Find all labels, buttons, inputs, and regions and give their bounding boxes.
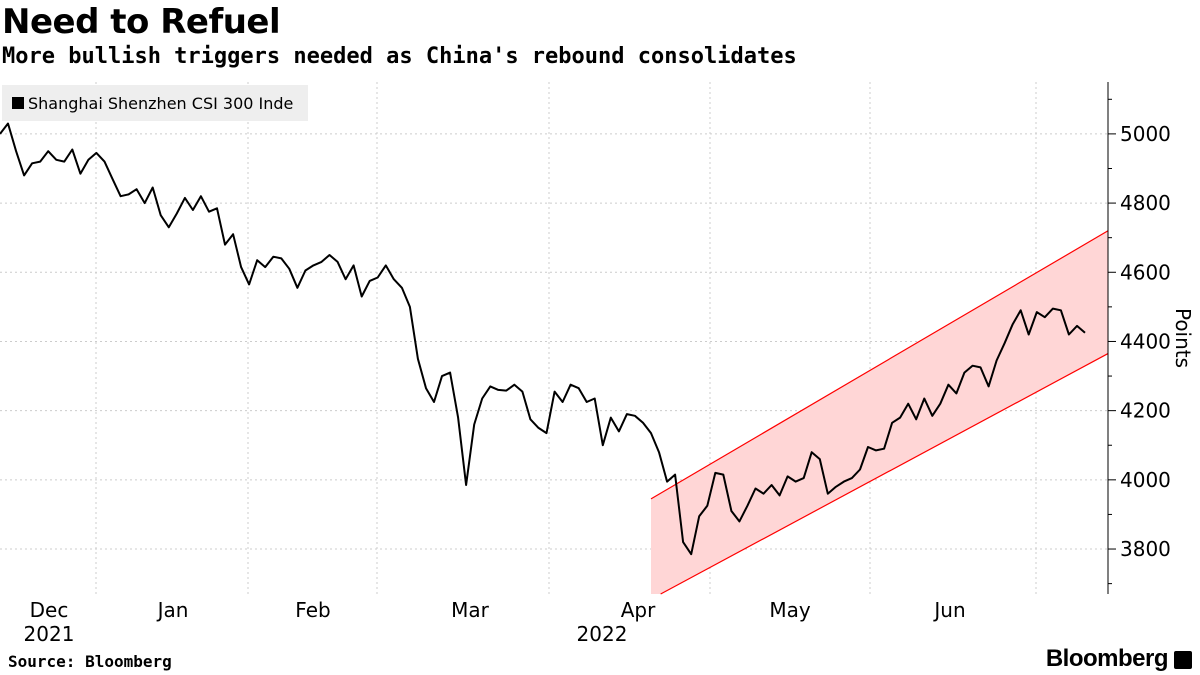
brand-logo: Bloomberg <box>1045 645 1169 672</box>
y-tick-label: 5000 <box>1120 122 1171 146</box>
x-tick-label: Jan <box>156 598 189 622</box>
x-tick-label: Feb <box>295 598 330 622</box>
y-tick-label: 4800 <box>1120 191 1171 215</box>
y-tick-label: 3800 <box>1120 537 1171 561</box>
trend-channel-upper <box>650 230 1109 500</box>
x-tick-label: Mar <box>451 598 490 622</box>
bloomberg-terminal-icon <box>1174 651 1192 669</box>
y-tick-label: 4600 <box>1120 260 1171 284</box>
y-tick-label: 4400 <box>1120 329 1171 353</box>
chart-legend: Shanghai Shenzhen CSI 300 Inde <box>2 85 308 121</box>
x-tick-label: May <box>769 598 811 622</box>
x-tick-label: Apr <box>621 598 656 622</box>
x-tick-label: Jun <box>932 598 965 622</box>
y-tick-label: 4000 <box>1120 468 1171 492</box>
trend-channel-lower <box>660 353 1109 595</box>
x-year-label: 2021 <box>24 622 75 646</box>
x-year-label: 2022 <box>577 622 628 646</box>
y-tick-label: 4200 <box>1120 399 1171 423</box>
chart-subtitle: More bullish triggers needed as China's … <box>2 44 797 69</box>
x-tick-label: Dec <box>30 598 69 622</box>
legend-label: Shanghai Shenzhen CSI 300 Inde <box>28 93 294 113</box>
legend-swatch <box>12 97 24 109</box>
series-line-csi300 <box>0 122 1086 556</box>
chart-title: Need to Refuel <box>2 2 281 42</box>
source-note: Source: Bloomberg <box>8 652 172 671</box>
trend-channel-fill <box>651 230 1108 594</box>
y-axis-label: Points <box>1171 308 1195 368</box>
